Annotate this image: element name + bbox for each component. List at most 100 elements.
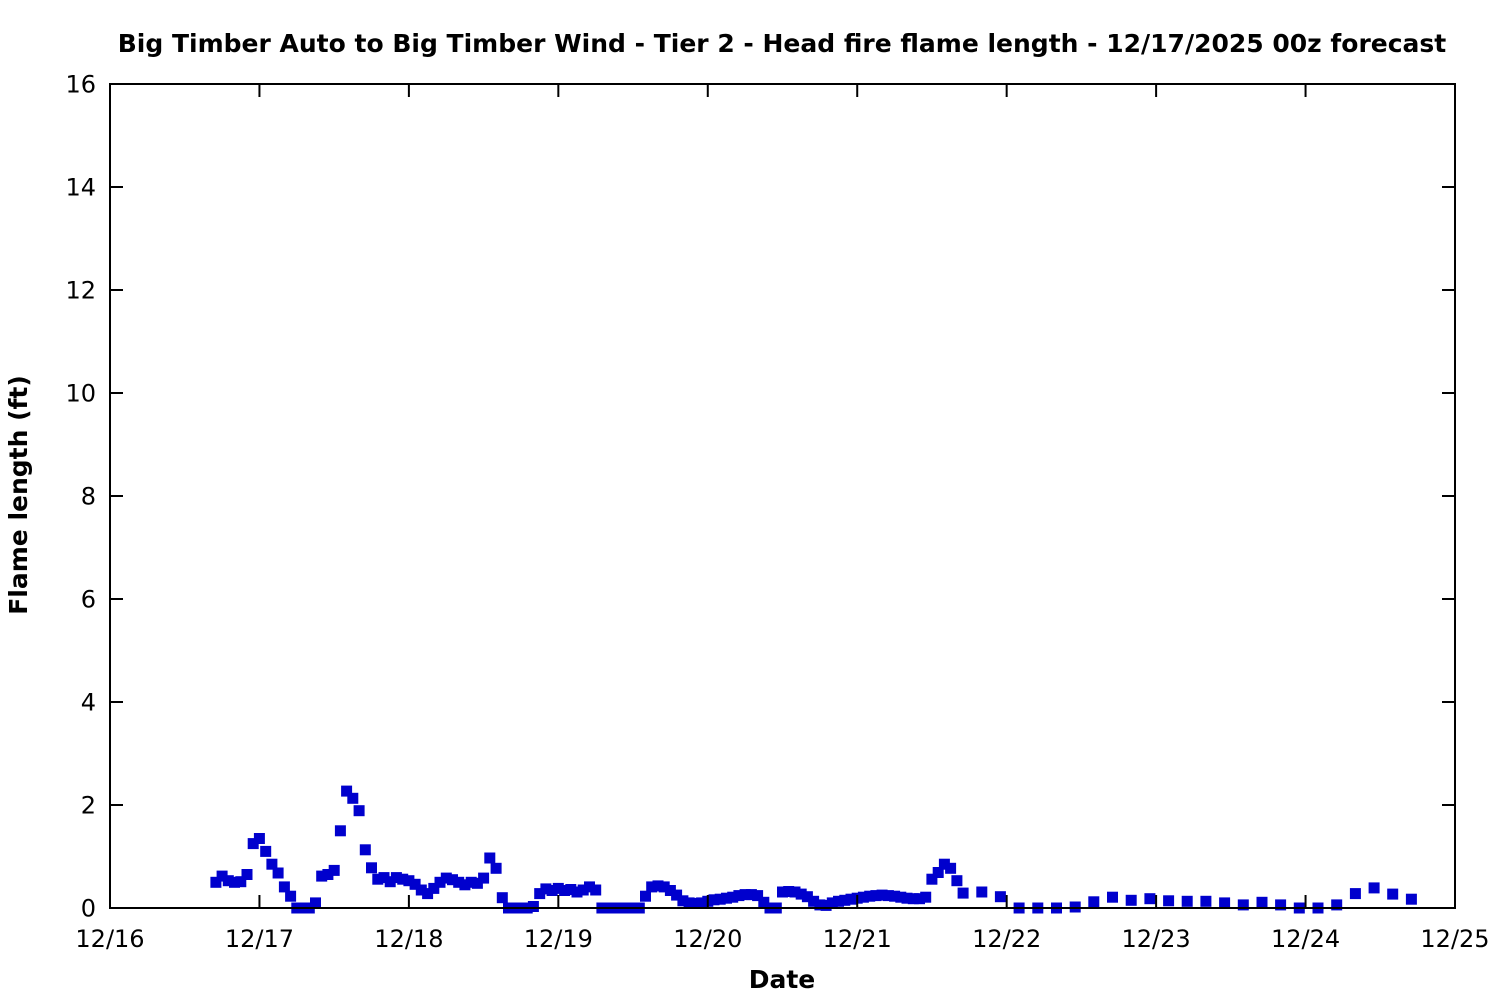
data-point [721,892,732,904]
data-point [253,833,265,844]
data-point [889,890,901,902]
data-point [1107,891,1118,903]
data-point [534,888,546,900]
y-tick-label: 0 [81,895,96,923]
chart-title: Big Timber Auto to Big Timber Wind - Tie… [118,29,1447,58]
data-point [390,872,402,884]
data-point [316,870,328,882]
y-tick-label: 4 [81,689,96,717]
data-point [341,785,353,797]
data-point [826,897,838,909]
x-tick-label: 12/24 [1271,925,1340,953]
data-point [926,873,938,885]
data-point [465,876,477,888]
data-point [882,890,894,902]
x-axis-title: Date [749,965,816,994]
data-point [1144,893,1156,905]
data-point [758,896,770,908]
data-point [484,852,496,864]
plot-border [109,83,1456,909]
y-tick-label: 14 [65,174,96,202]
data-point [384,876,396,888]
data-point [789,886,801,898]
data-point [677,895,689,907]
x-tick-label: 12/22 [972,925,1041,953]
data-point [235,876,247,888]
data-point [322,869,334,880]
data-point [571,886,583,898]
data-point [857,891,869,903]
data-point [652,880,664,892]
data-point [994,891,1006,903]
data-point [876,889,888,901]
data-point [334,825,346,837]
data-point [278,881,290,893]
data-point [708,894,720,906]
data-point [422,888,434,900]
data-point [683,897,695,909]
data-point [689,897,701,909]
data-point [552,882,564,894]
data-point [415,884,427,896]
data-point [496,892,508,904]
y-tick-label: 8 [81,483,96,511]
data-point [310,897,321,909]
data-point [584,881,595,893]
x-tick-label: 12/16 [75,925,144,953]
x-tick-label: 12/20 [673,925,742,953]
data-point [1331,899,1343,911]
data-point [378,872,390,884]
data-point [957,887,969,899]
data-point [1181,895,1193,907]
data-point [938,858,950,870]
data-point [671,889,683,901]
axes-layer [109,83,1456,909]
data-point [752,890,764,902]
data-point [801,891,813,903]
data-point [664,885,676,896]
data-point [559,885,571,896]
data-point [440,872,452,884]
data-point [932,867,944,878]
data-point [696,897,708,909]
data-point [783,886,795,897]
y-tick-label: 12 [65,277,96,305]
data-point [1237,899,1249,911]
data-point [745,889,757,901]
data-point [434,876,446,888]
data-point [447,874,458,886]
data-point [646,881,658,893]
data-point [1219,897,1231,909]
data-point [976,886,988,898]
data-point [1200,895,1212,907]
data-point [1125,894,1137,906]
data-point [471,877,483,889]
data-point [241,869,253,880]
data-point [527,901,539,912]
data-point [814,899,826,911]
data-point [347,792,359,804]
data-point [1368,882,1380,894]
y-tick-label: 6 [81,586,96,614]
data-point [266,858,278,870]
data-point [901,892,913,904]
data-point [247,838,259,850]
data-point [366,862,377,874]
data-point [951,875,963,887]
data-point [1256,896,1268,908]
data-point [478,872,490,884]
data-point [222,875,234,887]
data-point [895,891,907,903]
data-point [546,885,558,896]
data-point [714,893,726,905]
data-point [727,891,739,903]
data-point [777,886,788,898]
x-tick-label: 12/19 [524,925,593,953]
data-point [658,881,670,893]
data-point [733,890,745,902]
y-tick-label: 10 [65,380,96,408]
data-point [907,893,919,905]
data-point [870,890,882,902]
